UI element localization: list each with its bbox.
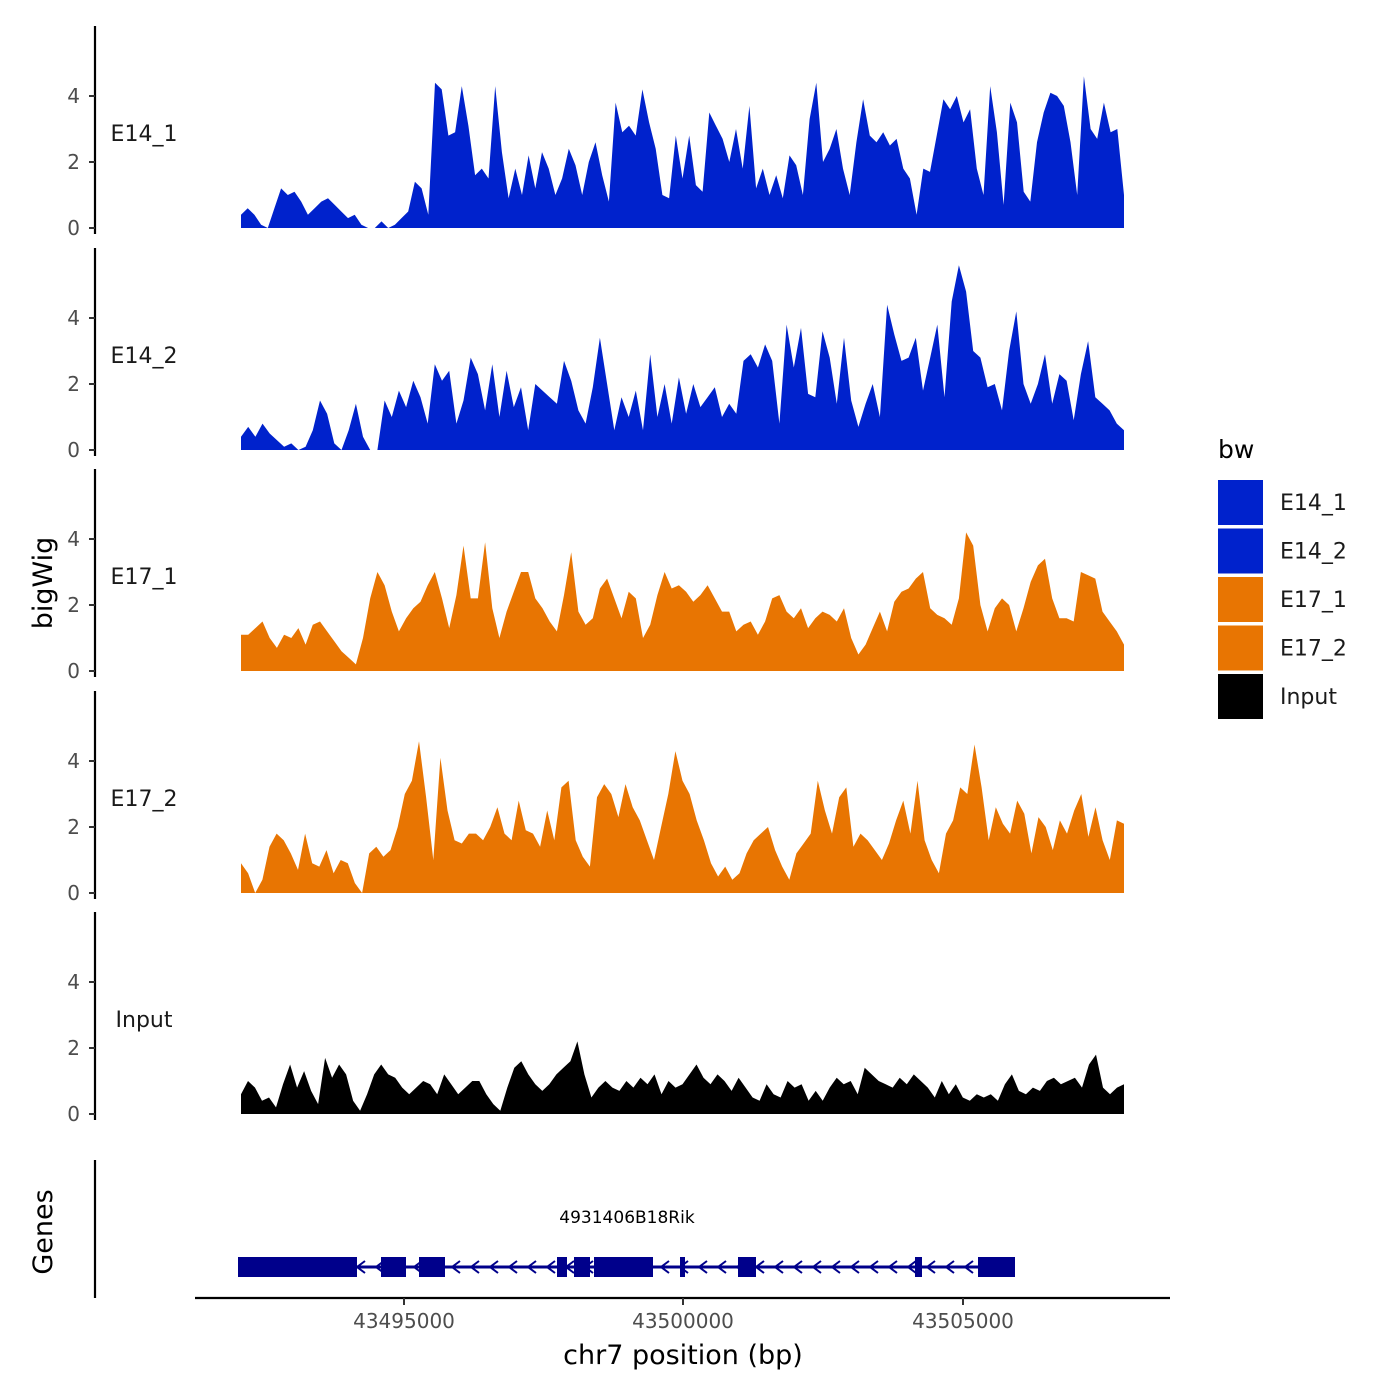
y-tick-label: 0 <box>67 881 80 905</box>
legend-entry: E14_2 <box>1218 528 1347 574</box>
strand-arrow <box>963 1260 974 1274</box>
gene-exon <box>419 1257 445 1277</box>
legend-swatch <box>1218 480 1263 525</box>
series-area-e17_2 <box>241 741 1124 893</box>
y-axis-title: bigWig <box>28 537 59 630</box>
y-tick-label: 2 <box>67 150 80 174</box>
legend-entry: E17_2 <box>1218 625 1347 671</box>
strand-arrow <box>488 1260 499 1274</box>
x-axis-title: chr7 position (bp) <box>563 1340 803 1371</box>
x-tick-label: 43495000 <box>353 1309 455 1333</box>
legend-label: Input <box>1280 685 1337 710</box>
strand-arrow <box>792 1260 803 1274</box>
legend-label: E17_2 <box>1280 637 1347 662</box>
legend-title: bw <box>1218 435 1254 464</box>
legend-label: E14_1 <box>1280 491 1347 516</box>
track-panel: 0 2 4 E17_1 <box>67 469 1124 683</box>
series-area-e14_2 <box>241 265 1124 450</box>
gene-exon <box>381 1257 406 1277</box>
strand-arrow <box>925 1260 936 1274</box>
legend-swatch <box>1218 577 1263 622</box>
track-label: E14_2 <box>111 344 178 369</box>
gene-model: 4931406B18Rik <box>238 1208 1015 1277</box>
y-tick-label: 0 <box>67 216 80 240</box>
y-tick-label: 4 <box>67 970 80 994</box>
y-tick-label: 4 <box>67 306 80 330</box>
y-tick-label: 0 <box>67 659 80 683</box>
strand-arrow <box>697 1260 708 1274</box>
legend-swatch <box>1218 528 1263 574</box>
strand-arrow <box>811 1260 822 1274</box>
track-label: E17_1 <box>111 565 178 590</box>
series-area-input <box>241 1041 1124 1114</box>
strand-arrow <box>849 1260 860 1274</box>
gene-exon <box>557 1257 567 1277</box>
series-area-e17_1 <box>241 532 1124 671</box>
strand-arrow <box>659 1260 670 1274</box>
genes-axis-title: Genes <box>28 1189 59 1274</box>
track-panels: 0 2 4 E14_1 0 2 4 E14_2 0 2 4 E17_1 0 2 4 E17_2 0 2 4 Input <box>67 26 1124 1126</box>
track-panel: 0 2 4 E14_1 <box>67 26 1124 240</box>
legend-label: E17_1 <box>1280 588 1347 613</box>
strand-arrow <box>906 1260 917 1274</box>
strand-arrow <box>773 1260 784 1274</box>
strand-arrow <box>450 1260 461 1274</box>
legend-swatch <box>1218 625 1263 671</box>
track-label: E17_2 <box>111 787 178 812</box>
x-axis: 43495000 43500000 43505000 <box>195 1296 1170 1333</box>
gene-exon <box>978 1257 1015 1277</box>
strand-arrow <box>716 1260 727 1274</box>
legend-entry: E17_1 <box>1218 577 1347 622</box>
y-tick-label: 2 <box>67 593 80 617</box>
y-tick-label: 2 <box>67 815 80 839</box>
strand-arrow <box>944 1260 955 1274</box>
strand-arrow <box>887 1260 898 1274</box>
legend-entry: E14_1 <box>1218 480 1347 525</box>
gene-exon <box>680 1257 685 1277</box>
y-tick-label: 4 <box>67 749 80 773</box>
strand-arrow <box>868 1260 879 1274</box>
series-area-e14_1 <box>241 76 1124 228</box>
gene-exon <box>238 1257 357 1277</box>
strand-arrow <box>545 1260 556 1274</box>
strand-arrow <box>830 1260 841 1274</box>
gene-name-label: 4931406B18Rik <box>559 1208 695 1228</box>
strand-arrow <box>469 1260 480 1274</box>
strand-arrow <box>526 1260 537 1274</box>
track-label: Input <box>116 1008 173 1033</box>
y-tick-label: 0 <box>67 1102 80 1126</box>
track-panel: 0 2 4 E17_2 <box>67 691 1124 905</box>
strand-arrow <box>507 1260 518 1274</box>
y-tick-label: 4 <box>67 84 80 108</box>
x-tick-label: 43505000 <box>912 1309 1014 1333</box>
track-panel: 0 2 4 Input <box>67 912 1124 1126</box>
y-tick-label: 2 <box>67 1036 80 1060</box>
gene-exon <box>915 1257 922 1277</box>
legend-entry: Input <box>1218 674 1337 719</box>
gene-exon <box>594 1257 653 1277</box>
track-label: E14_1 <box>111 122 178 147</box>
legend: bw E14_1 E14_2 E17_1 E17_2 Input <box>1218 435 1347 719</box>
x-tick-label: 43500000 <box>632 1309 734 1333</box>
y-tick-label: 4 <box>67 527 80 551</box>
y-tick-label: 0 <box>67 438 80 462</box>
legend-label: E14_2 <box>1280 540 1347 565</box>
track-panel: 0 2 4 E14_2 <box>67 248 1124 462</box>
gene-exon <box>738 1257 756 1277</box>
gene-track: 4931406B18Rik <box>93 1160 1015 1298</box>
legend-swatch <box>1218 674 1263 719</box>
gene-exon <box>574 1257 590 1277</box>
y-tick-label: 2 <box>67 372 80 396</box>
